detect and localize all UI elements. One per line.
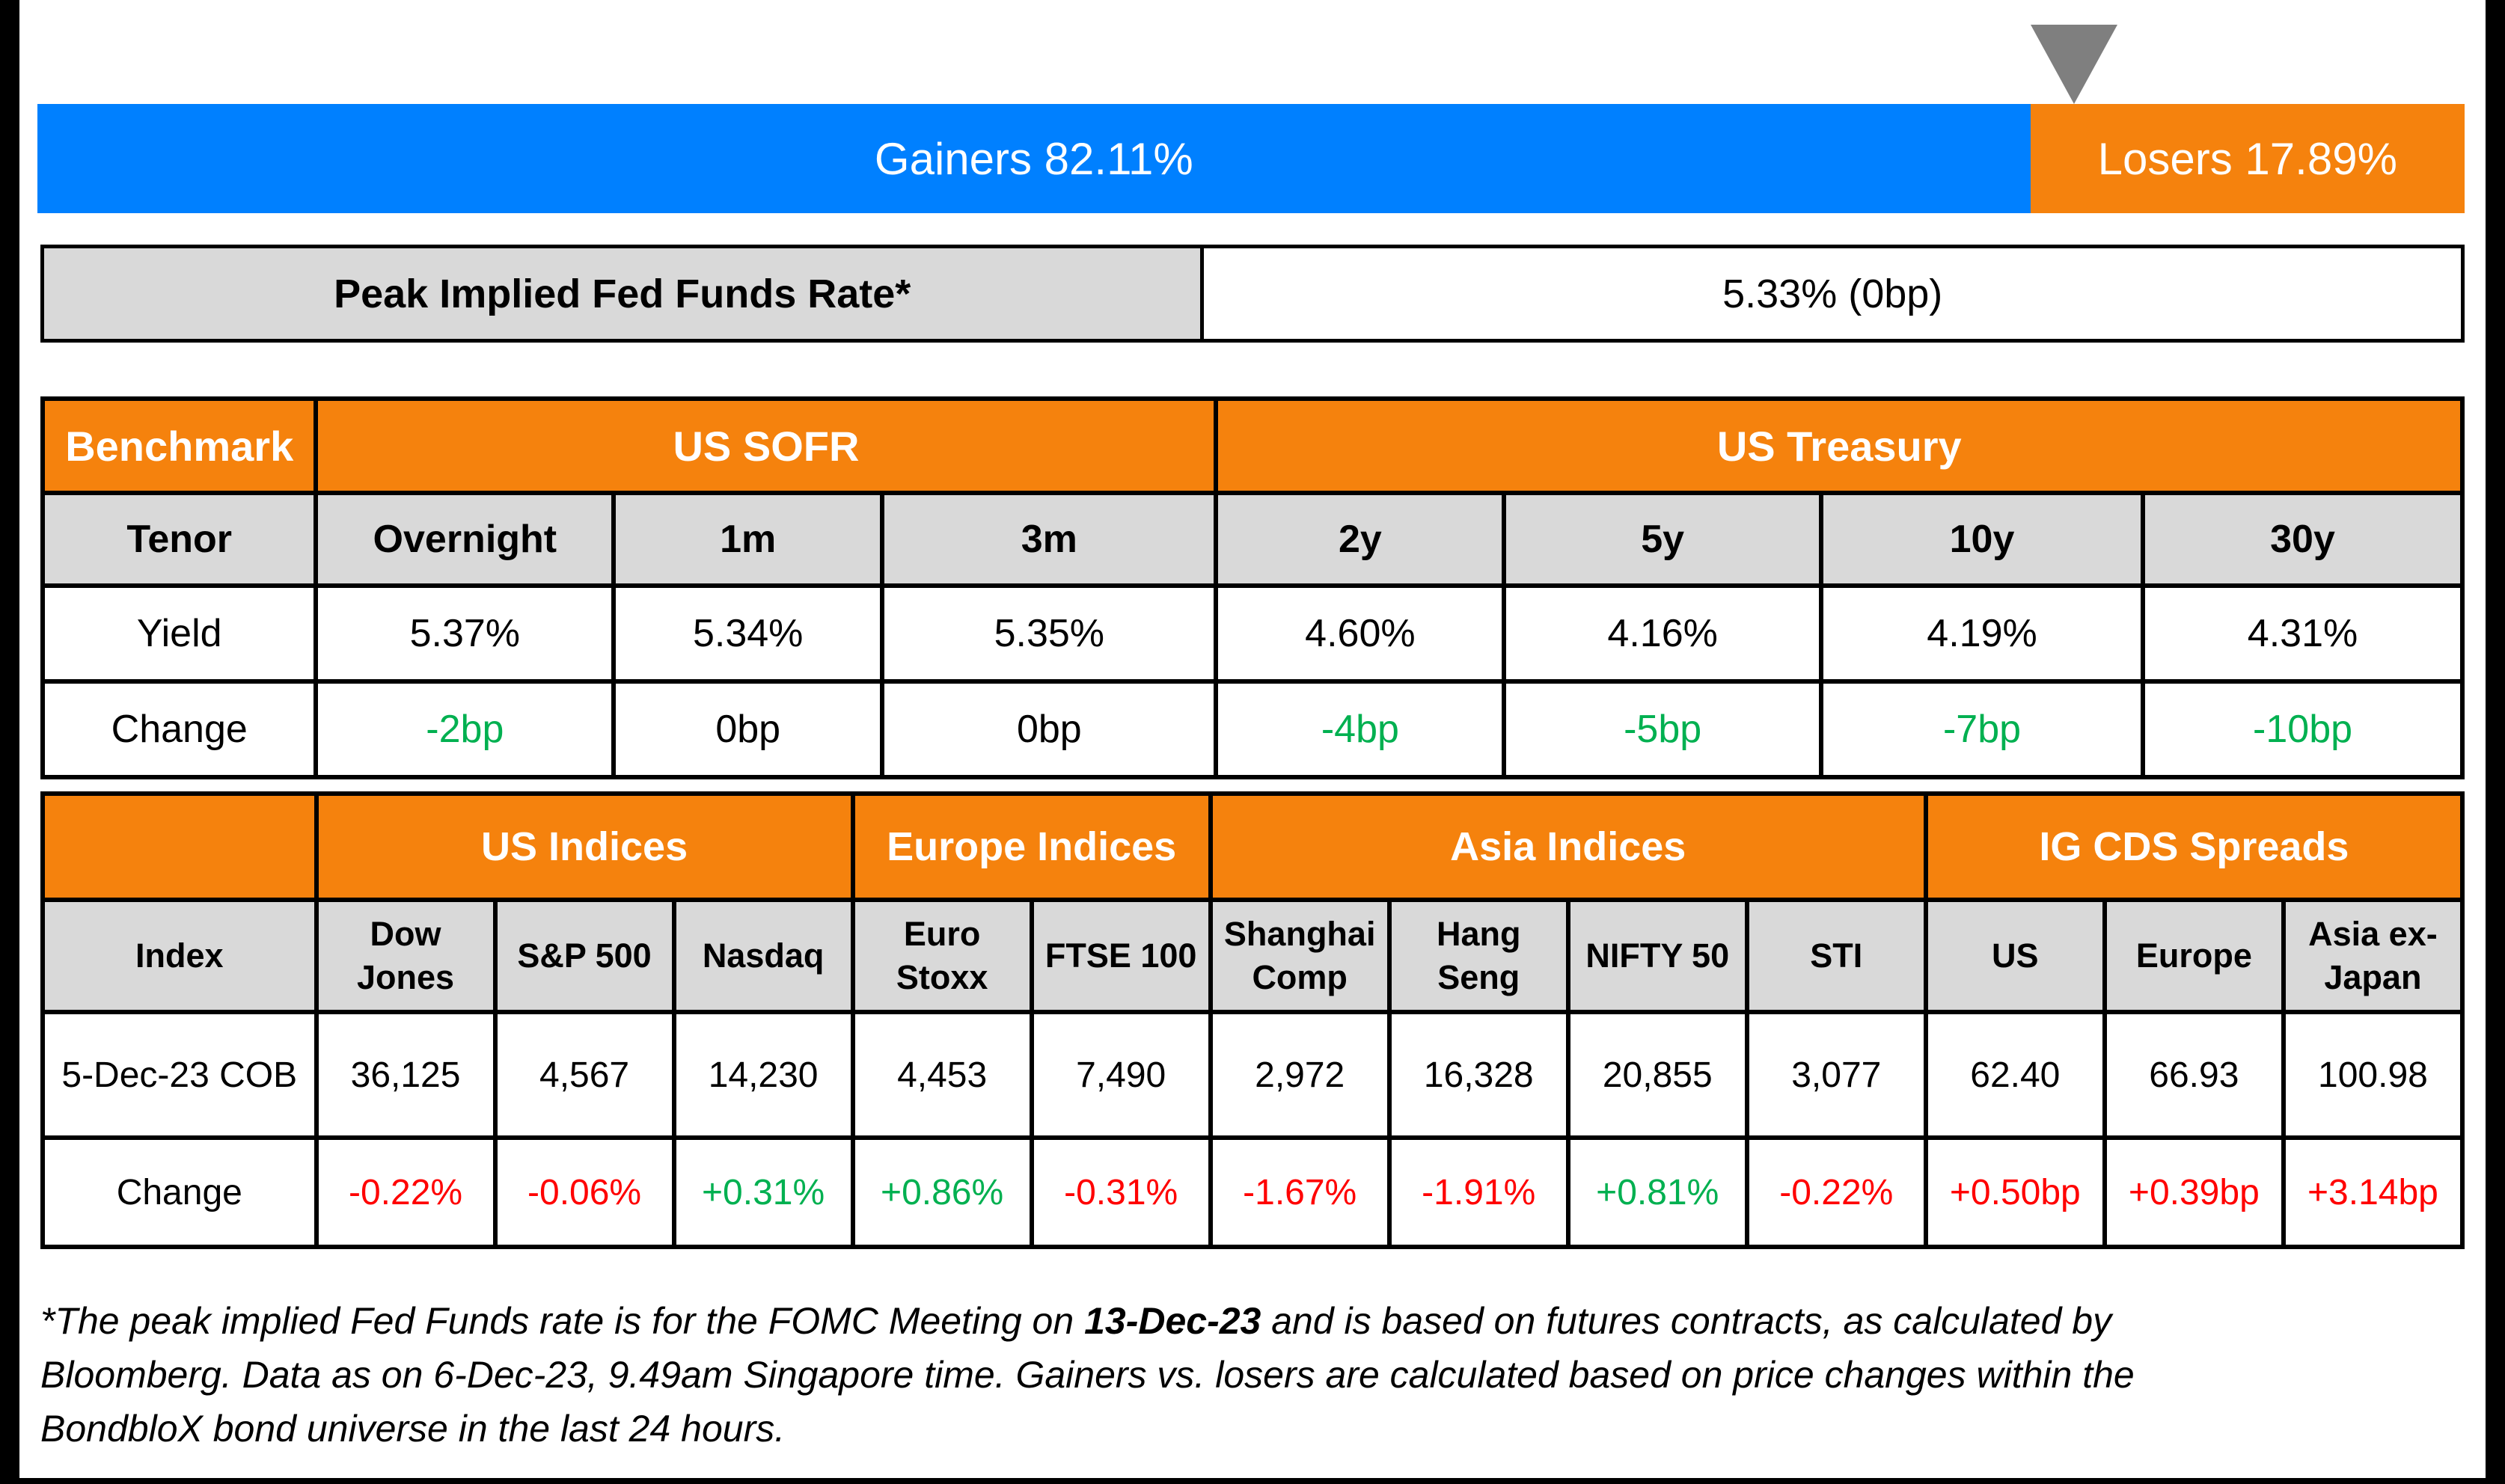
value-sp500: 4,567 (492, 1010, 676, 1140)
change-cds-us: +0.50bp (1923, 1135, 2107, 1249)
index-sp500: S&P 500 (492, 898, 676, 1014)
value-cds-asia-ex-japan: 100.98 (2281, 1010, 2465, 1140)
peak-fed-funds-row: Peak Implied Fed Funds Rate* 5.33% (0bp) (40, 245, 2465, 343)
gainers-label: Gainers 82.11% (874, 133, 1193, 184)
index-label: Index (40, 898, 319, 1014)
yield-1m: 5.34% (611, 583, 885, 684)
change-cds-asia-ex-japan: +3.14bp (2281, 1135, 2465, 1249)
change-nifty50: +0.81% (1565, 1135, 1749, 1249)
down-triangle-icon (2030, 25, 2117, 104)
footnote-line-2: Bloomberg. Data as on 6-Dec-23, 9.49am S… (40, 1354, 2135, 1396)
cob-values-row: 5-Dec-23 COB 36,125 4,567 14,230 4,453 7… (40, 1010, 2465, 1140)
change-sti: -0.22% (1744, 1135, 1928, 1249)
footnote-line1-post: and is based on futures contracts, as ca… (1261, 1300, 2112, 1342)
tenor-10y: 10y (1818, 491, 2146, 588)
value-dow-jones: 36,125 (313, 1010, 498, 1140)
value-euro-stoxx: 4,453 (850, 1010, 1034, 1140)
change-overnight: -2bp (313, 679, 617, 779)
tenor-3m: 3m (880, 491, 1219, 588)
yield-label: Yield (40, 583, 319, 684)
gainers-losers-bar: Gainers 82.11% Losers 17.89% (37, 104, 2465, 213)
value-sti: 3,077 (1744, 1010, 1928, 1140)
peak-fed-funds-value: 5.33% (0bp) (1204, 248, 2461, 339)
index-sti: STI (1744, 898, 1928, 1014)
index-hang-seng: Hang Seng (1386, 898, 1570, 1014)
yield-10y: 4.19% (1818, 583, 2146, 684)
change-3m: 0bp (880, 679, 1219, 779)
benchmark-header: Benchmark (40, 396, 319, 495)
change-5y: -5bp (1502, 679, 1823, 779)
change-ftse100: -0.31% (1029, 1135, 1213, 1249)
footnote-fomc-date: 13-Dec-23 (1084, 1300, 1261, 1342)
yield-30y: 4.31% (2141, 583, 2465, 684)
benchmark-change-label: Change (40, 679, 319, 779)
asia-indices-header: Asia Indices (1208, 791, 1928, 902)
change-nasdaq: +0.31% (671, 1135, 855, 1249)
yield-overnight: 5.37% (313, 583, 617, 684)
benchmark-table: Benchmark US SOFR US Treasury Tenor Over… (40, 396, 2465, 779)
indices-change-row: Change -0.22% -0.06% +0.31% +0.86% -0.31… (40, 1135, 2465, 1249)
cob-date-label: 5-Dec-23 COB (40, 1010, 319, 1140)
change-10y: -7bp (1818, 679, 2146, 779)
tenor-row: Tenor Overnight 1m 3m 2y 5y 10y 30y (40, 491, 2465, 588)
benchmark-change-row: Change -2bp 0bp 0bp -4bp -5bp -7bp -10bp (40, 679, 2465, 779)
footnote-line-3: BondbloX bond universe in the last 24 ho… (40, 1408, 786, 1450)
yield-5y: 4.16% (1502, 583, 1823, 684)
value-shanghai-comp: 2,972 (1208, 1010, 1392, 1140)
tenor-overnight: Overnight (313, 491, 617, 588)
tenor-label: Tenor (40, 491, 319, 588)
change-hang-seng: -1.91% (1386, 1135, 1570, 1249)
index-euro-stoxx: Euro Stoxx (850, 898, 1034, 1014)
change-sp500: -0.06% (492, 1135, 676, 1249)
change-cds-europe: +0.39bp (2102, 1135, 2286, 1249)
index-cds-europe: Europe (2102, 898, 2286, 1014)
index-shanghai-comp: Shanghai Comp (1208, 898, 1392, 1014)
losers-label: Losers 17.89% (2097, 133, 2397, 184)
index-ftse100: FTSE 100 (1029, 898, 1213, 1014)
peak-fed-funds-label: Peak Implied Fed Funds Rate* (44, 248, 1205, 339)
value-nifty50: 20,855 (1565, 1010, 1749, 1140)
index-dow-jones: Dow Jones (313, 898, 498, 1014)
gainers-segment: Gainers 82.11% (37, 104, 2031, 213)
change-shanghai-comp: -1.67% (1208, 1135, 1392, 1249)
change-30y: -10bp (2141, 679, 2465, 779)
index-nasdaq: Nasdaq (671, 898, 855, 1014)
indices-header-row: US Indices Europe Indices Asia Indices I… (40, 791, 2465, 902)
value-cds-us: 62.40 (1923, 1010, 2107, 1140)
change-euro-stoxx: +0.86% (850, 1135, 1034, 1249)
change-1m: 0bp (611, 679, 885, 779)
tenor-2y: 2y (1214, 491, 1507, 588)
index-cds-us: US (1923, 898, 2107, 1014)
tenor-30y: 30y (2141, 491, 2465, 588)
index-nifty50: NIFTY 50 (1565, 898, 1749, 1014)
tenor-1m: 1m (611, 491, 885, 588)
change-dow-jones: -0.22% (313, 1135, 498, 1249)
value-hang-seng: 16,328 (1386, 1010, 1570, 1140)
footnote-line1-pre: *The peak implied Fed Funds rate is for … (40, 1300, 1085, 1342)
us-treasury-header: US Treasury (1214, 396, 2465, 495)
change-2y: -4bp (1214, 679, 1507, 779)
index-name-row: Index Dow Jones S&P 500 Nasdaq Euro Stox… (40, 898, 2465, 1014)
us-sofr-header: US SOFR (313, 396, 1219, 495)
value-ftse100: 7,490 (1029, 1010, 1213, 1140)
us-indices-header: US Indices (313, 791, 855, 902)
yield-row: Yield 5.37% 5.34% 5.35% 4.60% 4.16% 4.19… (40, 583, 2465, 684)
yield-3m: 5.35% (880, 583, 1219, 684)
gainers-losers-chart: Gainers 82.11% Losers 17.89% (37, 0, 2465, 213)
footnote-line-1: *The peak implied Fed Funds rate is for … (40, 1294, 2441, 1348)
europe-indices-header: Europe Indices (850, 791, 1213, 902)
benchmark-header-row: Benchmark US SOFR US Treasury (40, 396, 2465, 495)
value-cds-europe: 66.93 (2102, 1010, 2286, 1140)
footnote: *The peak implied Fed Funds rate is for … (40, 1294, 2441, 1456)
ig-cds-spreads-header: IG CDS Spreads (1923, 791, 2465, 902)
index-cds-asia-ex-japan: Asia ex-Japan (2281, 898, 2465, 1014)
tenor-5y: 5y (1502, 491, 1823, 588)
indices-table: US Indices Europe Indices Asia Indices I… (40, 791, 2465, 1249)
losers-segment: Losers 17.89% (2030, 104, 2465, 213)
yield-2y: 4.60% (1214, 583, 1507, 684)
value-nasdaq: 14,230 (671, 1010, 855, 1140)
indices-change-label: Change (40, 1135, 319, 1249)
indices-header-spacer (40, 791, 319, 902)
